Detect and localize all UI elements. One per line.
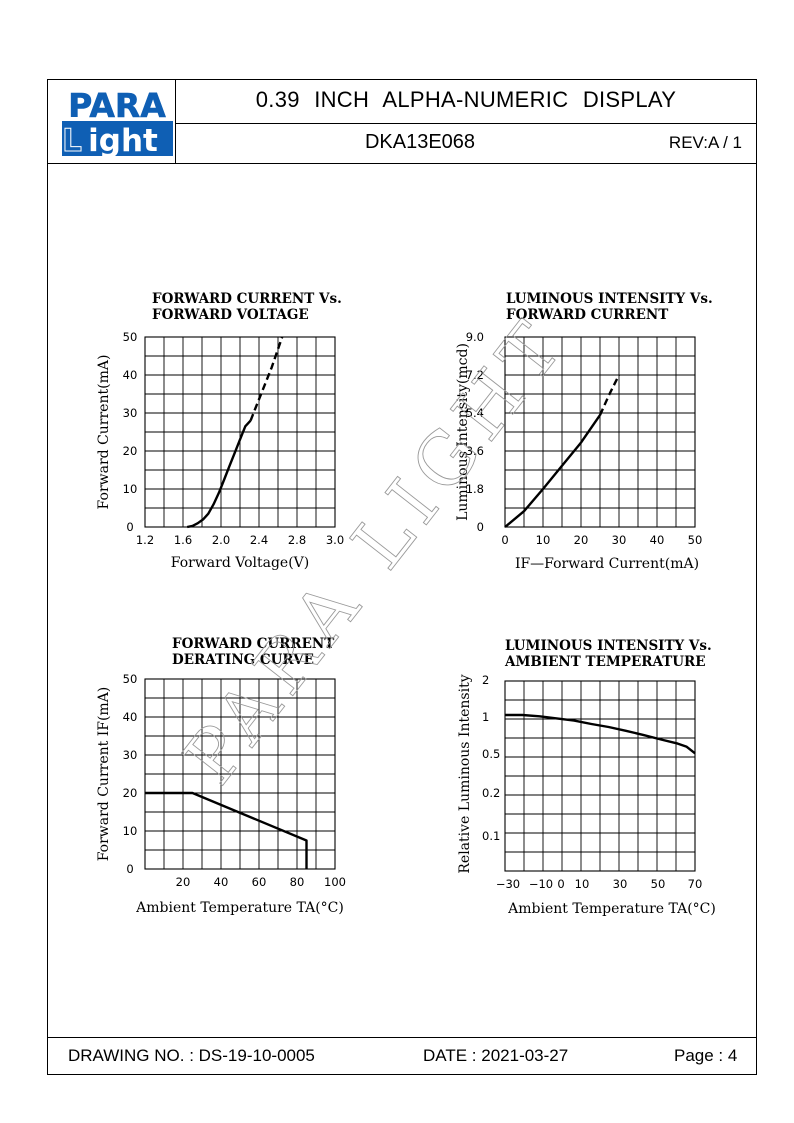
- footer-rule: [47, 1037, 757, 1038]
- chart-1-y-tick-label: 20: [123, 444, 138, 458]
- revision-label: REV:A / 1: [668, 133, 742, 152]
- chart-1-x-tick-label: 3.0: [326, 533, 344, 547]
- chart-4-x-tick-label: 50: [651, 877, 666, 891]
- chart-1-x-tick-label: 2.0: [212, 533, 230, 547]
- chart-1-x-tick-label: 1.6: [174, 533, 192, 547]
- chart-4-x-tick-label: −10: [529, 877, 553, 891]
- chart-2-y-axis-label: Luminous Intensity(mcd): [455, 343, 471, 521]
- chart-1-y-axis-label: Forward Current(mA): [96, 355, 112, 510]
- chart-3-x-tick-label: 20: [176, 875, 191, 889]
- chart-1-title-line: FORWARD VOLTAGE: [152, 307, 309, 323]
- chart-4-x-axis-label: Ambient Temperature TA(°C): [507, 901, 716, 917]
- chart-2-y-tick-label: 0: [477, 520, 484, 534]
- chart-3-y-tick-label: 40: [123, 710, 138, 724]
- chart-3-y-tick-label: 0: [126, 862, 133, 876]
- logo-text-top: PARA: [68, 86, 166, 125]
- chart-2-y-tick-label: 5.4: [466, 406, 484, 420]
- chart-1-series-line: [249, 336, 284, 422]
- chart-2-y-tick-label: 7.2: [466, 368, 484, 382]
- chart-4-y-axis-label: Relative Luminous Intensity: [457, 674, 473, 873]
- chart-4-title-line: AMBIENT TEMPERATURE: [504, 654, 706, 670]
- chart-4-y-tick-label: 0.1: [482, 829, 500, 843]
- chart-4-x-tick-label: 10: [575, 877, 590, 891]
- chart-3-x-axis-label: Ambient Temperature TA(°C): [135, 900, 344, 916]
- chart-3-y-tick-label: 50: [123, 672, 138, 686]
- chart-3-x-tick-label: 80: [290, 875, 305, 889]
- chart-1-title-line: FORWARD CURRENT Vs.: [152, 291, 342, 307]
- chart-4-y-tick-label: 0.5: [482, 747, 500, 761]
- chart-1-y-tick-label: 40: [123, 368, 138, 382]
- chart-3-y-tick-label: 10: [123, 824, 138, 838]
- header-bottom-rule: [47, 163, 757, 164]
- chart-3-x-tick-label: 60: [252, 875, 267, 889]
- chart-4-x-tick-label: 70: [688, 877, 703, 891]
- chart-3-x-tick-label: 40: [214, 875, 229, 889]
- chart-1-x-tick-label: 2.4: [250, 533, 268, 547]
- chart-4-y-tick-label: 1: [482, 710, 489, 724]
- chart-2-y-tick-label: 1.8: [466, 482, 484, 496]
- chart-2-x-tick-label: 40: [650, 533, 665, 547]
- chart-3-title-line: FORWARD CURRENT: [172, 636, 334, 652]
- chart-4-y-tick-label: 0.2: [482, 786, 500, 800]
- chart-4-x-tick-label: −30: [496, 877, 520, 891]
- chart-1-x-tick-label: 1.2: [136, 533, 154, 547]
- drawing-number: DRAWING NO. : DS-19-10-0005: [68, 1046, 315, 1065]
- chart-1-y-tick-label: 30: [123, 406, 138, 420]
- chart-3-series-line: [145, 791, 308, 869]
- chart-1-y-tick-label: 10: [123, 482, 138, 496]
- logo-text-bottom: ight: [88, 123, 158, 158]
- chart-3-title-line: DERATING CURVE: [172, 652, 314, 668]
- chart-2-x-tick-label: 30: [612, 533, 627, 547]
- page-number: Page : 4: [674, 1046, 738, 1065]
- chart-2-x-axis-label: IF—Forward Current(mA): [515, 556, 699, 572]
- chart-2-x-tick-label: 20: [574, 533, 589, 547]
- chart-1-y-tick-label: 0: [126, 520, 133, 534]
- chart-4-x-tick-label: 30: [613, 877, 628, 891]
- chart-2-series-line: [598, 374, 621, 416]
- chart-3-y-tick-label: 20: [123, 786, 138, 800]
- para-light-logo: PARA ight L: [62, 86, 173, 158]
- chart-2-y-tick-label: 3.6: [466, 444, 484, 458]
- page-frame: [47, 79, 757, 1075]
- chart-1-series-line: [186, 419, 252, 529]
- chart-1-x-axis-label: Forward Voltage(V): [171, 555, 310, 571]
- chart-1-x-tick-label: 2.8: [288, 533, 306, 547]
- header-middle-rule: [175, 123, 757, 124]
- header-logo-divider: [175, 79, 176, 163]
- chart-2-x-tick-label: 50: [688, 533, 703, 547]
- chart-2-title-line: LUMINOUS INTENSITY Vs.: [506, 291, 713, 307]
- logo-bottom-band: [62, 121, 173, 156]
- chart-1-y-tick-label: 50: [123, 330, 138, 344]
- chart-2-x-tick-label: 10: [536, 533, 551, 547]
- chart-4-series-line: [505, 713, 696, 755]
- chart-4-title-line: LUMINOUS INTENSITY Vs.: [505, 638, 712, 654]
- chart-2-series-line: [504, 414, 601, 528]
- chart-2-y-tick-label: 9.0: [466, 330, 484, 344]
- chart-2-title-line: FORWARD CURRENT: [506, 307, 668, 323]
- part-number: DKA13E068: [364, 131, 476, 153]
- logo-letter-l: L: [62, 123, 82, 158]
- chart-4-x-tick-label: 0: [557, 877, 564, 891]
- chart-2-x-tick-label: 0: [501, 533, 508, 547]
- document-date: DATE : 2021-03-27: [423, 1046, 569, 1065]
- chart-3-y-tick-label: 30: [123, 748, 138, 762]
- document-title: 0.39 INCH ALPHA-NUMERIC DISPLAY: [255, 87, 677, 112]
- chart-4-y-tick-label: 2: [482, 673, 489, 687]
- chart-3-x-tick-label: 100: [324, 875, 346, 889]
- chart-3-y-axis-label: Forward Current IF(mA): [96, 687, 112, 862]
